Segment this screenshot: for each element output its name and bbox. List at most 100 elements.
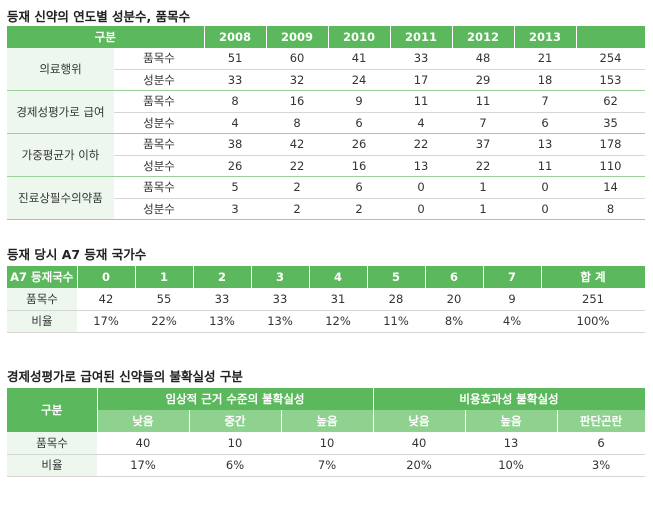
header-cell-4: 4 (309, 266, 368, 288)
header-cell-total (576, 26, 646, 48)
header-cell-3: 3 (251, 266, 310, 288)
section2-title: 등재 당시 A7 등재 국가수 (7, 247, 147, 262)
table-cell: 6% (189, 454, 281, 477)
table-cell: 251 (541, 288, 645, 311)
table-cell: 33 (204, 69, 267, 91)
table-cell: 22% (135, 310, 193, 333)
subheader-low: 낮음 (373, 410, 466, 432)
table-cell: 17% (77, 310, 135, 333)
table-cell: 33 (251, 288, 309, 311)
table-cell: 26 (204, 155, 267, 177)
table-cell: 4 (204, 112, 267, 134)
table-cell: 8 (204, 90, 267, 113)
row-label: 비율 (7, 454, 97, 477)
table-cell: 35 (576, 112, 646, 134)
table-cell: 6 (514, 112, 577, 134)
table-cell: 6 (328, 112, 391, 134)
table-cell: 2 (266, 176, 329, 199)
table-cell: 7% (281, 454, 374, 477)
table-cell: 41 (328, 47, 391, 70)
table-cell: 60 (266, 47, 329, 70)
uncertainty-table: 구분 임상적 근거 수준의 불확실성 비용효과성 불확실성 낮음 중간 높음 낮… (7, 388, 646, 477)
group-label: 경제성평가로 급여 (7, 90, 114, 134)
table-header-row: 구분 임상적 근거 수준의 불확실성 비용효과성 불확실성 (7, 388, 646, 432)
table-cell: 28 (367, 288, 425, 311)
table-cell: 26 (328, 133, 391, 156)
table-cell: 13 (465, 432, 558, 455)
table-row: 비율 17% 22% 13% 13% 12% 11% 8% 4% 100% (7, 310, 645, 333)
table-cell: 3 (204, 198, 267, 220)
table-row: 가중평균가 이하 품목수 38 42 26 22 37 13 178 (7, 133, 646, 177)
row-sublabel: 품목수 (114, 90, 205, 113)
table-cell: 14 (576, 176, 646, 199)
table-cell: 2 (328, 198, 391, 220)
table-cell: 11% (367, 310, 425, 333)
header-cell-0: 0 (77, 266, 136, 288)
table-cell: 13% (251, 310, 309, 333)
header-cell-2013: 2013 (514, 26, 577, 48)
table-cell: 21 (514, 47, 577, 70)
table-cell: 4% (483, 310, 541, 333)
table-cell: 22 (266, 155, 329, 177)
table-cell: 0 (390, 198, 453, 220)
table-row: 비율 17% 6% 7% 20% 10% 3% (7, 454, 646, 477)
subheader-high: 높음 (281, 410, 374, 432)
header-cell-5: 5 (367, 266, 426, 288)
table-cell: 13 (390, 155, 453, 177)
table-cell: 16 (328, 155, 391, 177)
table-cell: 40 (97, 432, 189, 455)
table-cell: 11 (390, 90, 453, 113)
table-cell: 0 (514, 198, 577, 220)
table-cell: 40 (373, 432, 466, 455)
subheader-low: 낮음 (97, 410, 190, 432)
table-cell: 22 (452, 155, 515, 177)
header-cell-1: 1 (135, 266, 194, 288)
table-cell: 20 (425, 288, 483, 311)
table-cell: 48 (452, 47, 515, 70)
table-cell: 8 (576, 198, 646, 220)
a7-country-count-table: A7 등재국수 0 1 2 3 4 5 6 7 합 계 품목수 42 55 33 33 3… (7, 266, 646, 333)
table-row: 성분수 3 2 2 0 1 0 8 (7, 198, 646, 220)
table-cell: 31 (309, 288, 367, 311)
table-cell: 7 (514, 90, 577, 113)
table-cell: 37 (452, 133, 515, 156)
subheader-medium: 중간 (189, 410, 282, 432)
table-row: 경제성평가로 급여 품목수 8 16 9 11 11 7 62 (7, 90, 646, 134)
table-cell: 8 (266, 112, 329, 134)
subheader-undetermined: 판단곤란 (557, 410, 646, 432)
group-label: 진료상필수의약품 (7, 176, 114, 220)
table-cell: 5 (204, 176, 267, 199)
table-cell: 42 (77, 288, 135, 311)
row-sublabel: 성분수 (114, 112, 205, 134)
table-cell: 10% (465, 454, 558, 477)
header-cell-2009: 2009 (266, 26, 329, 48)
table-cell: 24 (328, 69, 391, 91)
table-cell: 13 (514, 133, 577, 156)
table-cell: 16 (266, 90, 329, 113)
table-cell: 7 (452, 112, 515, 134)
table-cell: 12% (309, 310, 367, 333)
header-group-cost-effectiveness: 비용효과성 불확실성 (373, 388, 646, 410)
table-cell: 33 (193, 288, 251, 311)
table-cell: 29 (452, 69, 515, 91)
table-cell: 17 (390, 69, 453, 91)
table-cell: 0 (514, 176, 577, 199)
table-header-row: A7 등재국수 0 1 2 3 4 5 6 7 합 계 (7, 266, 646, 288)
subheader-high: 높음 (465, 410, 558, 432)
table-cell: 254 (576, 47, 646, 70)
header-cell-category: 구분 (7, 26, 205, 48)
header-cell-category: 구분 (7, 388, 98, 432)
header-cell-2008: 2008 (204, 26, 267, 48)
header-cell-total: 합 계 (541, 266, 646, 288)
table-cell: 1 (452, 198, 515, 220)
table-cell: 17% (97, 454, 189, 477)
table-cell: 6 (557, 432, 646, 455)
row-label: 품목수 (7, 432, 97, 455)
table-cell: 2 (266, 198, 329, 220)
row-sublabel: 품목수 (114, 133, 205, 156)
table-cell: 9 (483, 288, 541, 311)
table-subheader-row: 낮음 중간 높음 낮음 높음 판단곤란 (7, 410, 646, 432)
table-row: 의료행위 품목수 51 60 41 33 48 21 254 (7, 47, 646, 91)
table-cell: 110 (576, 155, 646, 177)
table-cell: 0 (390, 176, 453, 199)
